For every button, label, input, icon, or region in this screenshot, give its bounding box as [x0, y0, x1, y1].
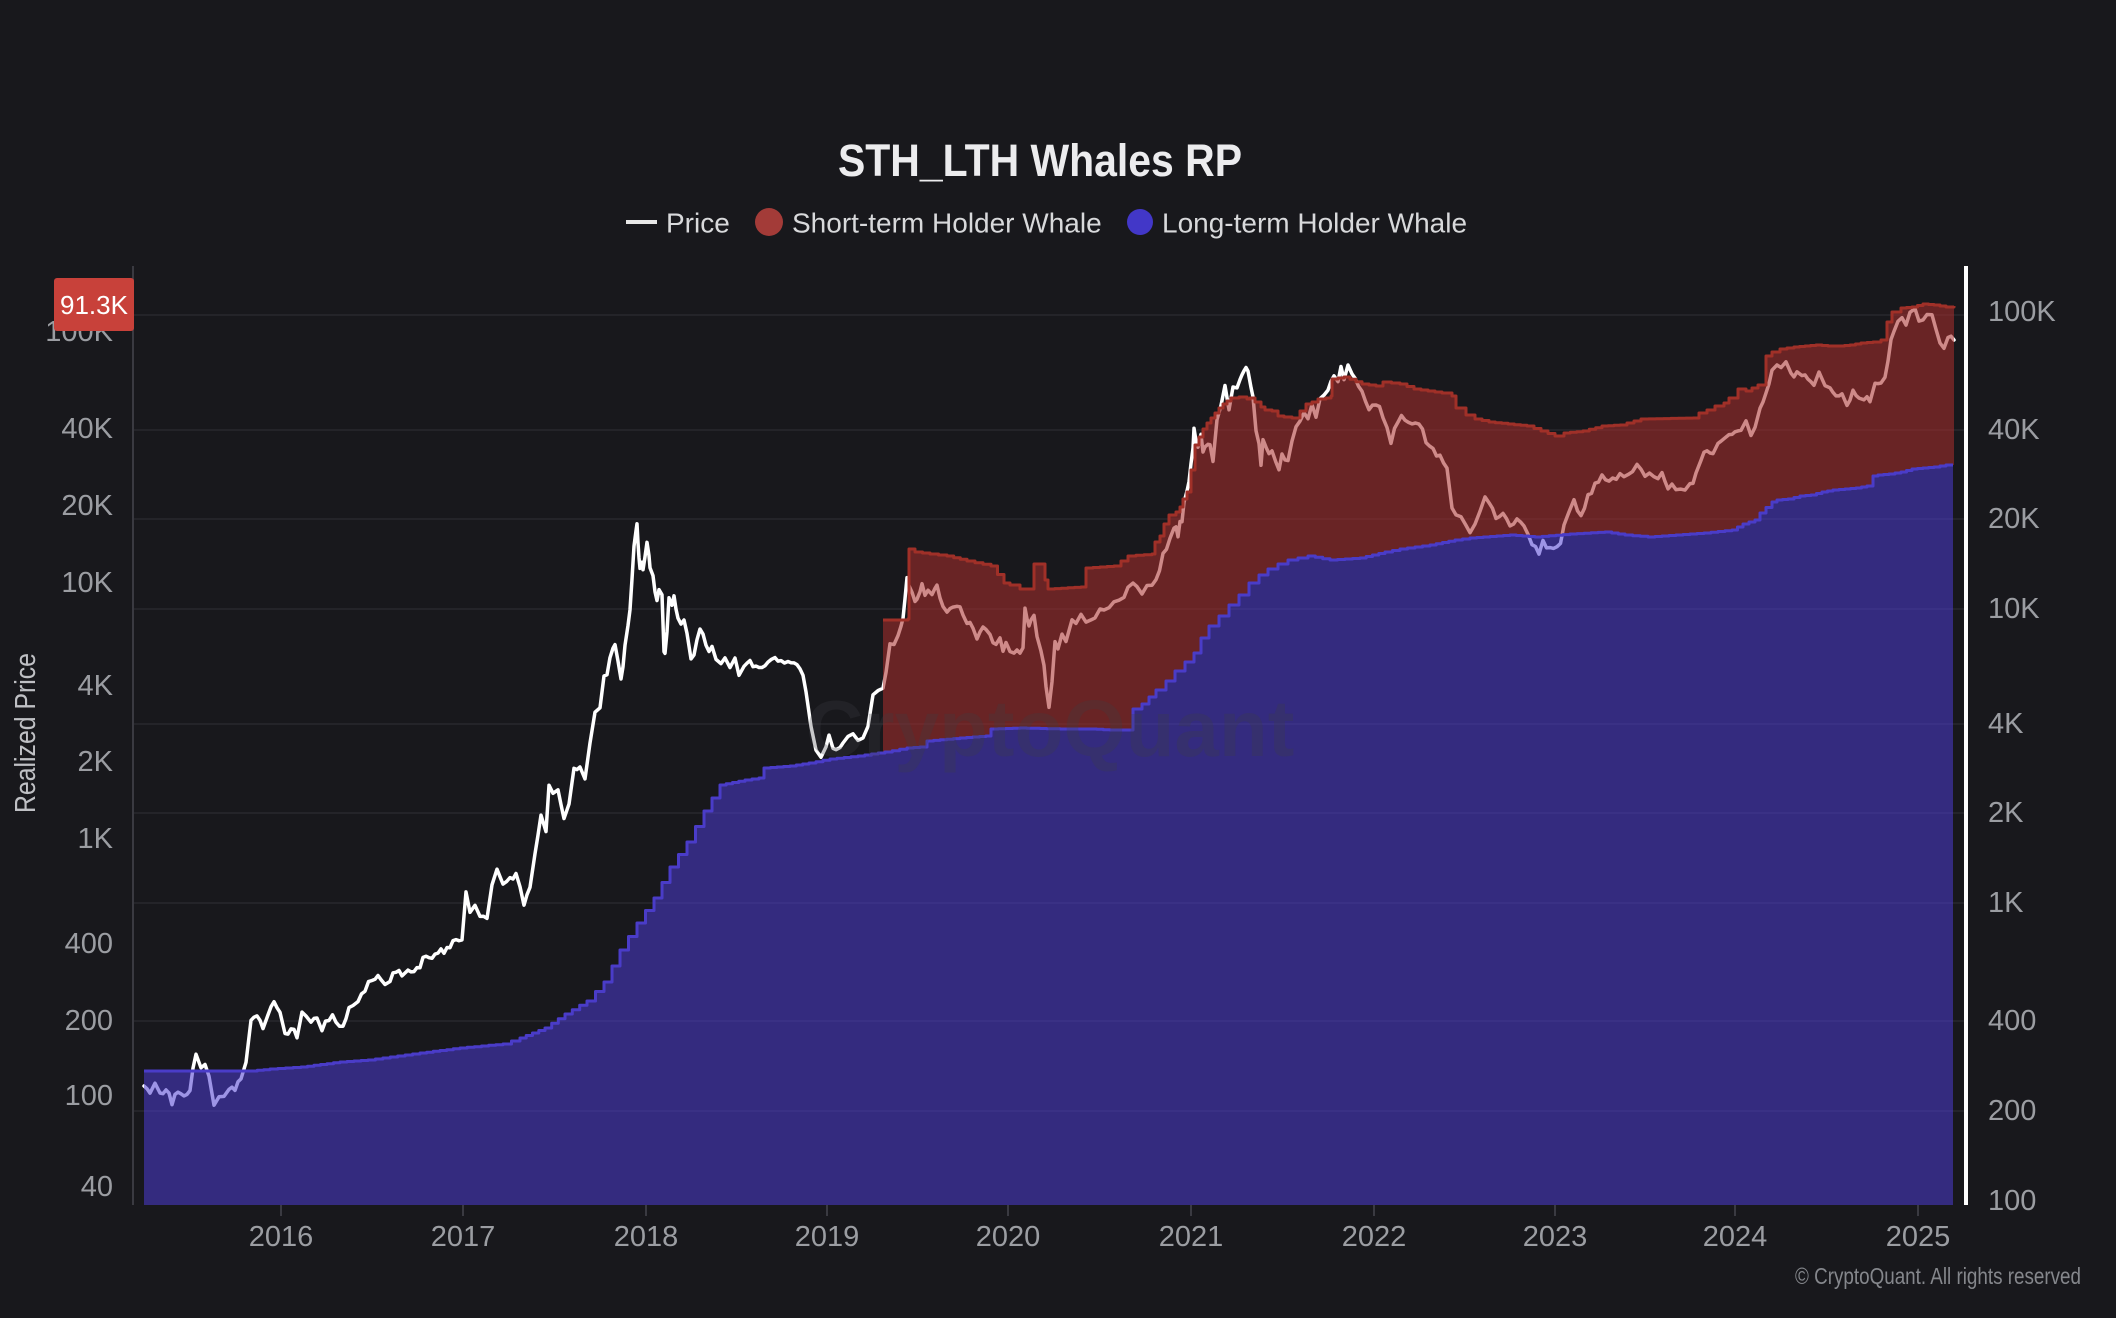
svg-text:Realized Price: Realized Price: [10, 653, 42, 813]
svg-text:2020: 2020: [976, 1221, 1041, 1253]
svg-text:2018: 2018: [614, 1221, 679, 1253]
svg-text:1K: 1K: [78, 823, 114, 855]
svg-text:1K: 1K: [1988, 887, 2024, 919]
svg-text:2019: 2019: [795, 1221, 860, 1253]
svg-text:40K: 40K: [61, 413, 113, 445]
svg-text:10K: 10K: [61, 567, 113, 599]
svg-text:20K: 20K: [61, 490, 113, 522]
svg-text:40K: 40K: [1988, 414, 2040, 446]
svg-text:2022: 2022: [1342, 1221, 1407, 1253]
svg-text:100K: 100K: [1988, 296, 2056, 328]
svg-text:10K: 10K: [1988, 593, 2040, 625]
svg-text:91.3K: 91.3K: [60, 290, 129, 320]
svg-text:2K: 2K: [78, 746, 114, 778]
svg-text:200: 200: [65, 1005, 113, 1037]
svg-text:2024: 2024: [1703, 1221, 1768, 1253]
svg-text:40: 40: [81, 1171, 113, 1203]
svg-text:400: 400: [1988, 1005, 2036, 1037]
svg-text:4K: 4K: [1988, 708, 2024, 740]
svg-text:2025: 2025: [1886, 1221, 1951, 1253]
svg-text:100: 100: [1988, 1185, 2036, 1217]
svg-text:400: 400: [65, 928, 113, 960]
svg-text:2023: 2023: [1523, 1221, 1588, 1253]
svg-text:2017: 2017: [431, 1221, 496, 1253]
svg-text:CryptoQuant: CryptoQuant: [806, 684, 1295, 773]
svg-text:2021: 2021: [1159, 1221, 1224, 1253]
svg-text:Long-term Holder Whale: Long-term Holder Whale: [1162, 208, 1467, 239]
svg-text:Price: Price: [666, 208, 730, 239]
svg-text:4K: 4K: [78, 670, 114, 702]
svg-text:2K: 2K: [1988, 797, 2024, 829]
svg-text:2016: 2016: [249, 1221, 314, 1253]
svg-text:100: 100: [65, 1080, 113, 1112]
svg-text:20K: 20K: [1988, 503, 2040, 535]
svg-text:Short-term Holder Whale: Short-term Holder Whale: [792, 208, 1102, 239]
svg-text:STH_LTH Whales RP: STH_LTH Whales RP: [838, 135, 1242, 186]
svg-text:© CryptoQuant. All rights rese: © CryptoQuant. All rights reserved: [1795, 1263, 2081, 1289]
svg-text:200: 200: [1988, 1095, 2036, 1127]
